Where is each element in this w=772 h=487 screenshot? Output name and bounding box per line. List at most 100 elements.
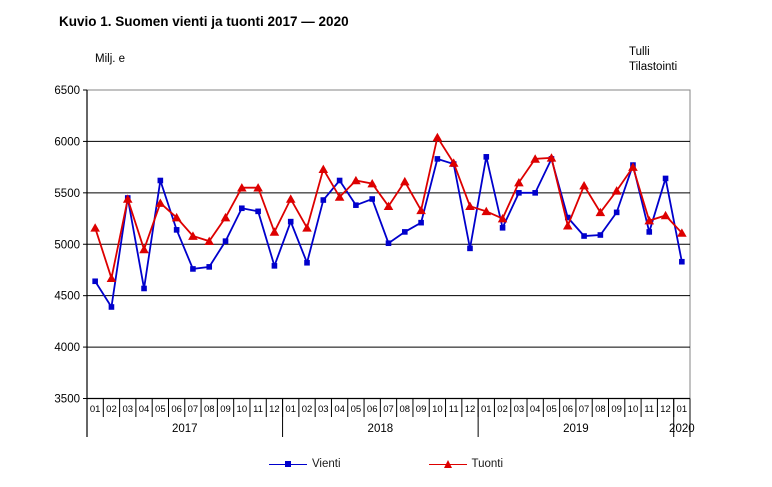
- vienti-marker: [516, 190, 522, 196]
- tuonti-marker: [530, 154, 540, 163]
- month-label: 01: [285, 404, 296, 415]
- tuonti-marker: [155, 198, 166, 207]
- year-label: 2017: [172, 423, 198, 435]
- tuonti-marker: [448, 158, 459, 167]
- y-tick-label: 5000: [54, 239, 80, 251]
- vienti-marker: [385, 240, 392, 247]
- tuonti-marker: [334, 192, 345, 201]
- tuonti-line-icon: [428, 459, 467, 469]
- vienti-marker: [564, 214, 571, 221]
- tuonti-marker: [677, 228, 687, 237]
- month-label: 06: [171, 404, 182, 415]
- month-label: 04: [334, 404, 345, 415]
- vienti-marker: [353, 202, 359, 208]
- source-line-1: Tulli: [629, 46, 650, 58]
- tuonti-marker: [628, 162, 638, 171]
- legend-item-tuonti: Tuonti: [428, 458, 503, 470]
- month-label: 03: [514, 404, 525, 415]
- vienti-marker: [532, 190, 538, 196]
- vienti-marker: [206, 264, 213, 270]
- y-tick-label: 3500: [54, 394, 80, 406]
- chart-legend: Vienti Tuonti: [0, 455, 772, 473]
- tuonti-marker: [122, 194, 133, 203]
- tuonti-marker: [318, 164, 329, 173]
- vienti-marker: [581, 233, 587, 239]
- vienti-marker: [467, 245, 473, 252]
- month-label: 01: [677, 404, 688, 415]
- month-label: 09: [611, 404, 622, 415]
- y-tick-label: 6500: [54, 85, 80, 97]
- month-label: 02: [497, 404, 508, 415]
- month-label: 03: [318, 404, 329, 415]
- tuonti-marker: [106, 273, 117, 282]
- tuonti-marker: [285, 194, 296, 203]
- tuonti-marker: [302, 223, 312, 232]
- tuonti-marker: [220, 212, 231, 222]
- vienti-marker: [646, 229, 653, 235]
- tuonti-marker: [660, 210, 671, 220]
- month-label: 11: [644, 404, 654, 415]
- month-label: 12: [660, 404, 671, 415]
- month-label: 03: [122, 404, 133, 415]
- vienti-marker: [141, 285, 147, 292]
- month-label: 07: [579, 404, 590, 415]
- month-label: 05: [351, 404, 362, 415]
- tuonti-marker: [139, 244, 149, 254]
- month-label: 02: [302, 404, 313, 415]
- vienti-marker: [92, 278, 98, 285]
- vienti-line: [94, 156, 683, 310]
- tuonti-marker: [514, 177, 524, 187]
- y-axis-unit-label: Milj. e: [95, 53, 126, 65]
- vienti-line-icon: [268, 459, 307, 469]
- y-tick-label: 6000: [54, 136, 80, 148]
- vienti-marker: [108, 304, 115, 310]
- month-label: 09: [416, 404, 427, 415]
- month-label: 10: [432, 404, 443, 415]
- y-tick-label: 4000: [54, 342, 80, 354]
- vienti-marker: [336, 177, 343, 184]
- square-marker-icon: [284, 461, 291, 467]
- month-label: 05: [155, 404, 166, 415]
- month-label: 12: [465, 404, 476, 415]
- tuonti-marker: [171, 212, 182, 222]
- vienti-marker: [662, 175, 669, 182]
- tuonti-marker: [644, 215, 655, 225]
- y-tick-label: 4500: [54, 291, 80, 303]
- tuonti-marker: [497, 213, 508, 223]
- tuonti-marker: [237, 183, 247, 192]
- tuonti-marker: [399, 176, 410, 186]
- chart-title: Kuvio 1. Suomen vienti ja tuonti 2017 — …: [59, 14, 349, 29]
- year-label: 2019: [563, 423, 589, 435]
- vienti-marker: [483, 154, 490, 160]
- vienti-marker: [304, 259, 310, 266]
- vienti-marker: [499, 224, 506, 231]
- month-label: 05: [546, 404, 557, 415]
- month-label: 08: [204, 404, 215, 415]
- tuonti-marker: [416, 205, 426, 215]
- month-label: 08: [595, 404, 606, 415]
- tuonti-marker: [188, 231, 198, 240]
- vienti-marker: [401, 229, 408, 235]
- legend-label-vienti: Vienti: [311, 458, 341, 470]
- vienti-marker: [320, 197, 327, 203]
- tuonti-marker: [546, 153, 557, 162]
- month-label: 09: [220, 404, 231, 415]
- month-label: 04: [139, 404, 150, 415]
- tuonti-marker: [351, 175, 361, 185]
- vienti-marker: [271, 263, 278, 269]
- month-label: 11: [449, 404, 459, 415]
- month-label: 01: [481, 404, 492, 415]
- vienti-marker: [287, 218, 294, 225]
- vienti-marker: [679, 258, 685, 265]
- vienti-marker: [597, 232, 604, 238]
- month-label: 01: [90, 404, 101, 415]
- year-label: 2020: [669, 423, 695, 435]
- tuonti-marker: [383, 201, 394, 211]
- tuonti-marker: [432, 132, 443, 142]
- tuonti-marker: [253, 183, 263, 192]
- vienti-marker: [418, 219, 424, 226]
- tuonti-marker: [611, 186, 622, 195]
- source-line-2: Tilastointi: [629, 61, 678, 73]
